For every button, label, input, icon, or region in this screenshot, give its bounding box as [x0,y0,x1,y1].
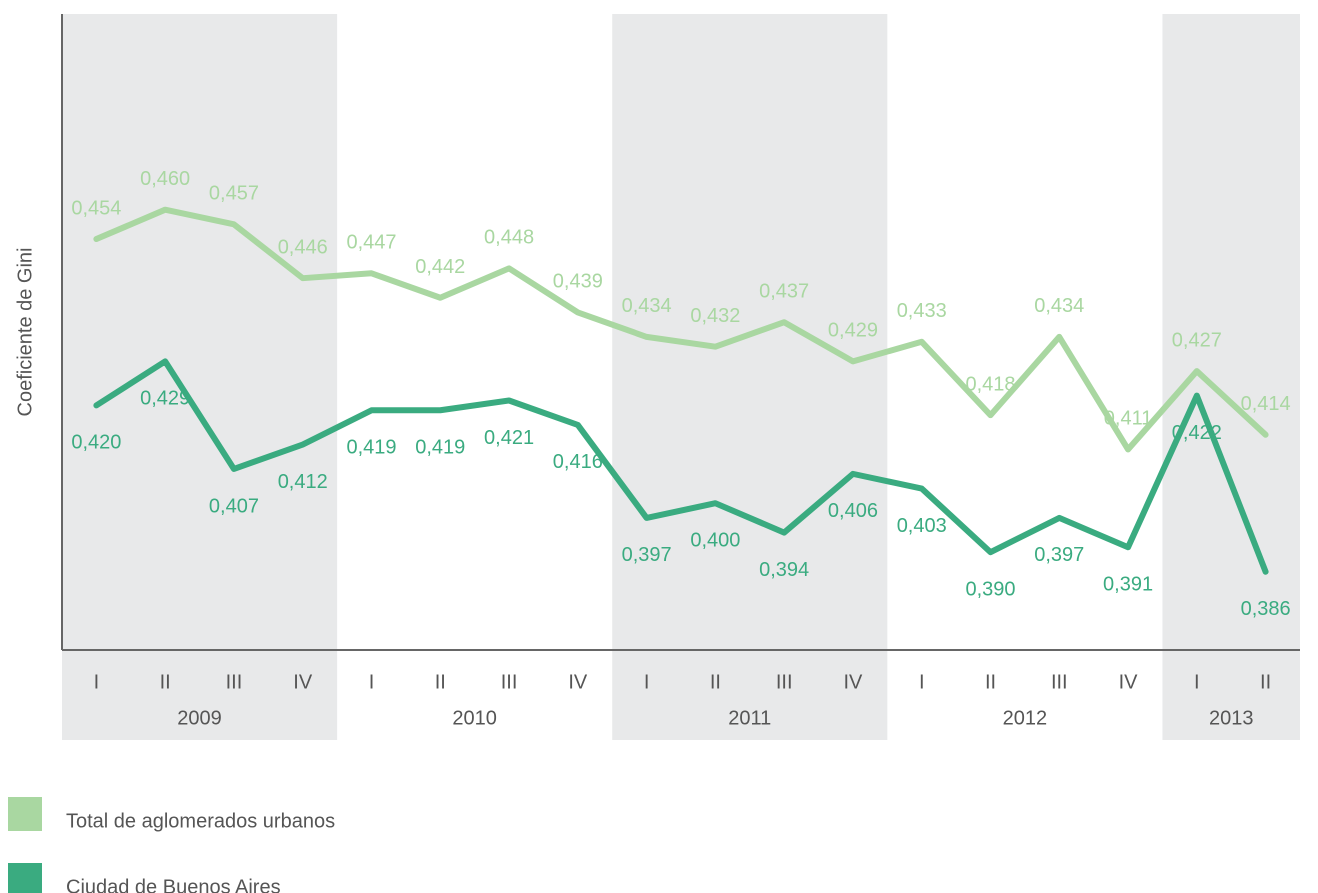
value-label: 0,429 [140,388,190,410]
x-tick-label: II [1260,671,1271,693]
year-label: 2012 [1003,707,1048,729]
value-label: 0,437 [759,280,809,302]
value-label: 0,390 [965,578,1015,600]
x-tick-label: IV [1119,671,1139,693]
x-tick-label: I [919,671,925,693]
x-tick-label: II [985,671,996,693]
x-tick-label: II [710,671,721,693]
x-tick-label: III [776,671,793,693]
x-tick-label: I [1194,671,1200,693]
value-label: 0,411 [1104,408,1153,430]
background-bands [62,14,1300,740]
value-label: 0,416 [553,451,603,473]
year-band [1162,14,1300,740]
value-label: 0,421 [484,427,534,449]
x-tick-label: I [644,671,650,693]
series-line [93,358,1269,575]
value-label: 0,418 [965,373,1015,395]
value-label: 0,397 [1034,544,1084,566]
x-tick-label: III [1051,671,1068,693]
value-label: 0,460 [140,168,190,190]
value-label: 0,400 [690,530,740,552]
value-label: 0,434 [1034,295,1084,317]
x-tick-label: III [501,671,518,693]
legend-label: Total de aglomerados urbanos [66,810,335,832]
value-label: 0,447 [346,232,396,254]
x-tick-label: III [226,671,243,693]
value-label: 0,419 [346,437,396,459]
value-label: 0,407 [209,495,259,517]
value-label: 0,432 [690,305,740,327]
value-label: 0,433 [897,300,947,322]
value-label: 0,391 [1103,574,1153,596]
value-label: 0,439 [553,271,603,293]
legend-swatch [8,863,42,893]
value-label: 0,394 [759,559,809,581]
value-label: 0,403 [897,515,947,537]
x-tick-label: II [160,671,171,693]
year-label: 2013 [1209,707,1254,729]
value-label: 0,406 [828,500,878,522]
value-label: 0,422 [1172,422,1222,444]
value-label: 0,442 [415,256,465,278]
x-tick-label: IV [568,671,588,693]
value-label: 0,434 [622,295,672,317]
y-axis-label: Coeficiente de Gini [14,248,36,417]
value-label: 0,454 [71,197,121,219]
value-label: 0,419 [415,437,465,459]
value-label: 0,446 [278,236,328,258]
legend-label: Ciudad de Buenos Aires [66,876,281,893]
value-label: 0,414 [1241,393,1291,415]
value-label: 0,397 [622,544,672,566]
value-label: 0,429 [828,320,878,342]
year-band [612,14,888,740]
value-label: 0,412 [278,471,328,493]
x-tick-label: IV [293,671,313,693]
value-label: 0,386 [1241,598,1291,620]
x-tick-label: I [369,671,375,693]
value-label: 0,457 [209,183,259,205]
year-label: 2009 [177,707,222,729]
x-tick-label: I [94,671,100,693]
year-label: 2010 [452,707,497,729]
year-label: 2011 [728,707,771,729]
value-label: 0,427 [1172,329,1222,351]
value-label: 0,448 [484,227,534,249]
legend-swatch [8,797,42,831]
year-band [62,14,338,740]
x-tick-label: IV [843,671,863,693]
series-line [93,206,1269,453]
x-tick-label: II [435,671,446,693]
value-label: 0,420 [71,432,121,454]
